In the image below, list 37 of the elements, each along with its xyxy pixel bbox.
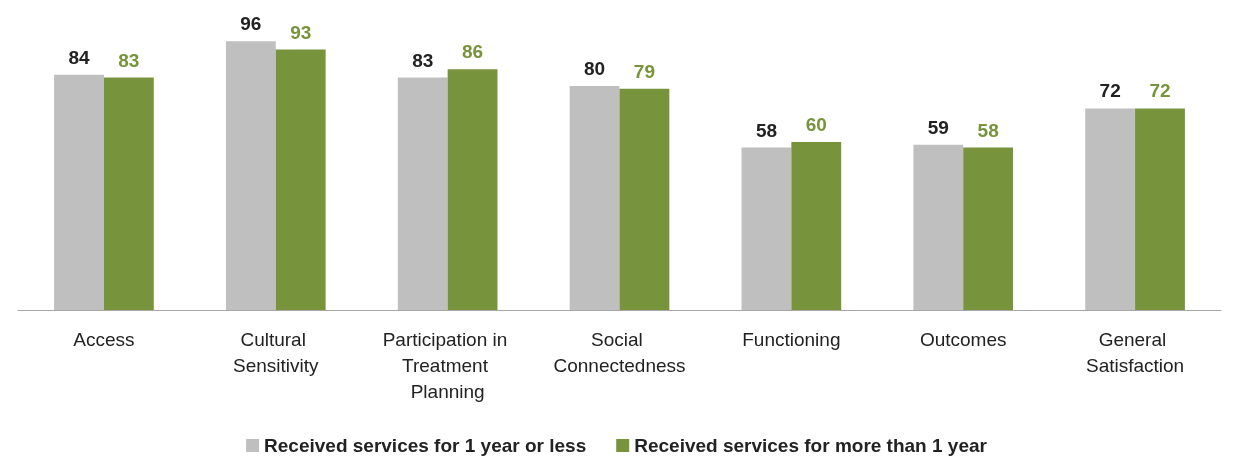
- bar: [397, 77, 448, 310]
- bar: [225, 41, 276, 310]
- x-tick-label: Participation in Treatment Planning: [382, 328, 513, 402]
- data-label: 58: [977, 119, 999, 141]
- bar: [275, 49, 326, 310]
- bar: [963, 147, 1014, 310]
- x-tick-label: Functioning: [742, 328, 841, 350]
- data-label: 72: [1099, 80, 1121, 102]
- data-label: 59: [927, 116, 949, 138]
- bar: [741, 147, 792, 310]
- data-label: 80: [584, 58, 606, 79]
- data-label: 58: [755, 119, 778, 141]
- x-tick-label: Outcomes: [919, 328, 1007, 350]
- bar: [569, 86, 620, 310]
- legend-label: Received services for more than 1 year: [634, 435, 988, 456]
- data-label: 84: [68, 46, 91, 68]
- legend-label: Received services for 1 year or less: [264, 435, 587, 456]
- bar: [103, 77, 154, 310]
- data-label: 83: [412, 49, 434, 71]
- x-tick-label: Access: [73, 328, 135, 350]
- x-tick-label: General Satisfaction: [1085, 328, 1185, 376]
- data-label: 72: [1149, 80, 1171, 102]
- data-label: 83: [118, 49, 140, 71]
- x-tick-label: Social Connectedness: [553, 328, 686, 376]
- bar: [791, 142, 842, 310]
- data-label: 93: [290, 21, 312, 43]
- bar: [619, 88, 670, 310]
- bar: [913, 144, 964, 310]
- bar: [447, 69, 498, 310]
- data-label: 79: [633, 60, 655, 82]
- x-tick-label: Cultural Sensitivity: [233, 328, 320, 376]
- bar: [1135, 108, 1185, 310]
- data-label: 60: [805, 114, 827, 135]
- bar: [54, 74, 104, 310]
- bar: [1085, 108, 1136, 310]
- data-label: 96: [240, 13, 262, 35]
- data-label: 86: [461, 41, 484, 63]
